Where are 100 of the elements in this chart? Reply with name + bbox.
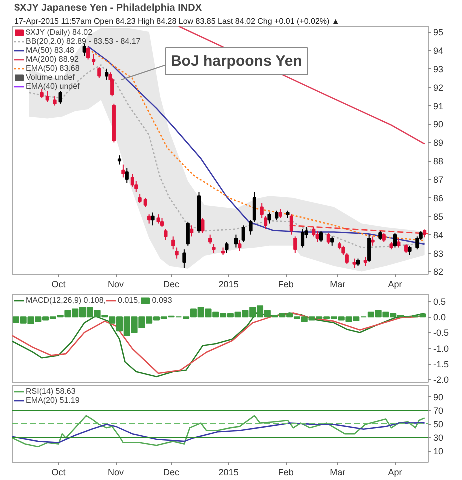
candlestick [330,236,334,246]
y-tick-label: -0.5 [434,328,450,338]
candlestick [326,232,330,245]
legend-label: MA(200) 88.92 [26,55,79,64]
candlestick [164,228,168,241]
candlestick [278,208,282,219]
y-tick-label: 83 [434,248,444,259]
legend-label: RSI(14) 58.63 [26,387,76,396]
x-tick-label: 2015 [218,280,239,290]
x-tick-label: 2015 [218,468,239,478]
candlestick [190,225,194,238]
line-series [12,422,426,444]
candlestick [175,247,179,260]
candlestick [172,236,176,250]
candlestick [368,234,372,264]
candlestick [393,232,398,248]
candlestick [268,212,272,224]
x-tick-label: Apr [388,468,402,478]
y-tick-label: 86 [434,193,444,204]
candlestick [404,244,408,254]
candlestick [238,240,242,252]
legend-label: EMA(50) 83.68 [26,64,80,73]
candlestick [242,225,246,243]
y-tick-label: 85 [434,212,444,222]
x-tick-label: Apr [388,280,402,290]
candlestick [122,164,126,178]
candlestick [151,212,155,226]
candlestick [92,54,96,66]
y-tick-label: 82 [434,267,444,278]
y-tick-label: 92 [434,82,444,93]
legend-label: EMA(20) 51.19 [26,396,80,405]
x-tick-label: Mar [330,468,346,478]
candlestick [300,228,305,248]
x-tick-label: Nov [108,468,125,478]
candlestick [352,258,356,269]
annotation: BoJ harpoons Yen [170,53,302,70]
candlestick [316,230,320,243]
candlestick [46,90,50,103]
candlestick [364,256,368,267]
chart-subtitle: 17-Apr-2015 11:57am Open 84.23 High 84.28 Low 83.85 Last 84.02 Chg +0.01 (+0.02%) ▲ [14,17,340,26]
y-tick-label: -2.0 [434,375,450,386]
y-tick-label: -1.5 [434,360,450,370]
x-tick-label: Oct [52,280,66,290]
candlestick [86,46,90,60]
y-tick-label: 87 [434,175,444,186]
line-series [12,415,426,448]
candlestick [82,42,86,56]
legend-label: 0.015, [118,296,140,305]
candlestick [201,218,205,234]
legend-label: BB(20,2.0) 82.89 - 83.53 - 84.17 [26,37,141,46]
candlestick [290,214,294,236]
y-tick-label: 90 [434,392,444,402]
candlestick [408,245,412,256]
y-tick-label: 95 [434,28,444,38]
chart-title: $XJY Japanese Yen - Philadelphia INDX [14,3,202,14]
candlestick [319,230,324,243]
legend-label: 0.093 [152,296,172,305]
candlestick [212,244,216,254]
y-tick-label: 84 [434,230,444,240]
candlestick [378,230,382,241]
y-tick-label: 0.5 [434,296,446,307]
candlestick [371,236,375,246]
candlestick [186,221,190,246]
candlestick [208,234,212,245]
x-tick-label: Feb [278,468,294,478]
x-tick-label: Nov [108,280,125,290]
y-tick-label: 50 [434,420,444,430]
x-tick-label: Dec [164,280,180,290]
y-tick-label: 90 [434,120,444,130]
y-tick-label: 30 [434,433,444,444]
legend-label: $XJY (Daily) 84.02 [26,28,93,37]
y-tick-label: 93 [434,64,444,74]
candlestick [182,249,186,269]
y-tick-label: 70 [434,406,444,416]
candlestick [105,68,109,80]
candlestick [53,96,57,106]
candlestick [275,210,279,221]
candlestick [144,197,148,208]
y-tick-label: 10 [434,446,444,457]
y-tick-label: 0.0 [434,312,446,323]
candlestick [148,214,152,224]
legend-label: Volume undef [26,73,75,82]
y-tick-label: 88 [434,156,444,167]
y-tick-label: -1.0 [434,344,450,354]
y-tick-label: 91 [434,101,444,112]
legend-label: MA(50) 83.48 [26,46,74,55]
candlestick [234,234,238,248]
candlestick [118,155,122,166]
x-tick-label: Dec [164,468,180,478]
y-tick-label: 89 [434,138,444,148]
candlestick [156,214,160,224]
x-tick-label: Feb [278,280,294,290]
y-tick-label: 94 [434,46,444,56]
candlestick [397,238,401,248]
candlestick [125,168,129,184]
candlestick [382,232,386,243]
candlestick [225,242,229,254]
legend-label: EMA(40) undef [26,82,80,91]
candlestick [294,236,298,254]
legend-label: MACD(12,26,9) 0.108, [26,296,106,305]
